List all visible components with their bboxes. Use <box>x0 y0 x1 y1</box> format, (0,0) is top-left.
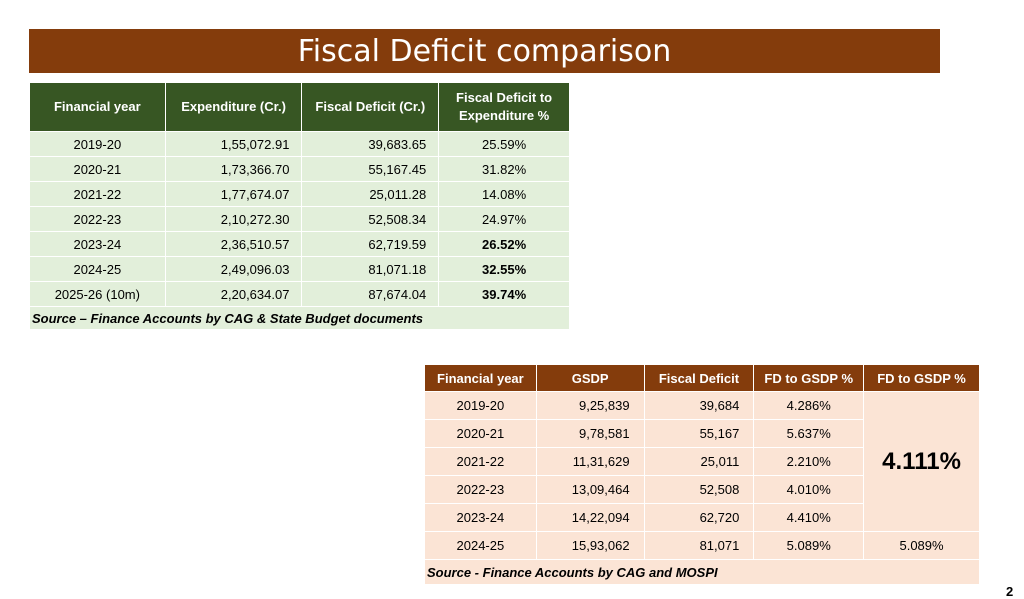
table2-average-fd-to-gsdp: 4.111% <box>863 391 980 532</box>
table2-header-gsdp: GSDP <box>535 364 645 392</box>
table-row: 2021-22 11,31,629 25,011 2.210% <box>424 447 980 476</box>
table2-cell-fd-to-gsdp-summary: 5.089% <box>863 531 980 560</box>
table2-cell-fd-to-gsdp: 5.089% <box>753 531 865 560</box>
table2-cell-gsdp: 11,31,629 <box>535 447 645 476</box>
table1-cell-expenditure: 1,55,072.91 <box>164 131 303 157</box>
table2-cell-fiscal-deficit: 39,684 <box>643 391 755 420</box>
table1-cell-fiscal-deficit: 25,011.28 <box>301 181 440 207</box>
fd-to-gsdp-table: Financial year GSDP Fiscal Deficit FD to… <box>424 364 980 585</box>
table1-cell-expenditure: 2,49,096.03 <box>164 256 303 282</box>
table1-cell-year: 2023-24 <box>29 231 166 257</box>
table2-cell-fd-to-gsdp: 5.637% <box>753 419 865 448</box>
table1-cell-fiscal-deficit: 87,674.04 <box>301 281 440 307</box>
table1-cell-expenditure: 1,73,366.70 <box>164 156 303 182</box>
table2-cell-gsdp: 13,09,464 <box>535 475 645 504</box>
table1-header-fiscal-deficit: Fiscal Deficit (Cr.) <box>301 82 440 132</box>
table1-cell-year: 2024-25 <box>29 256 166 282</box>
table-row: 2022-23 2,10,272.30 52,508.34 24.97% <box>29 206 570 232</box>
table1-cell-fiscal-deficit: 81,071.18 <box>301 256 440 282</box>
table2-cell-fiscal-deficit: 62,720 <box>643 503 755 532</box>
table-row: 2024-25 2,49,096.03 81,071.18 32.55% <box>29 256 570 282</box>
table2-cell-fd-to-gsdp: 4.010% <box>753 475 865 504</box>
table2-cell-fiscal-deficit: 52,508 <box>643 475 755 504</box>
table2-cell-gsdp: 9,78,581 <box>535 419 645 448</box>
table1-source-note: Source – Finance Accounts by CAG & State… <box>29 306 570 330</box>
table-row: 2021-22 1,77,674.07 25,011.28 14.08% <box>29 181 570 207</box>
table2-cell-gsdp: 14,22,094 <box>535 503 645 532</box>
table2-cell-year: 2020-21 <box>424 419 537 448</box>
table2-header-year: Financial year <box>424 364 537 392</box>
table1-cell-fd-to-exp: 32.55% <box>438 256 570 282</box>
table1-cell-fiscal-deficit: 62,719.59 <box>301 231 440 257</box>
table1-cell-fiscal-deficit: 39,683.65 <box>301 131 440 157</box>
table2-cell-year: 2021-22 <box>424 447 537 476</box>
table-row: 2023-24 2,36,510.57 62,719.59 26.52% <box>29 231 570 257</box>
slide-title-text: Fiscal Deficit comparison <box>297 33 672 69</box>
table2-cell-fd-to-gsdp: 4.410% <box>753 503 865 532</box>
table-row: 2023-24 14,22,094 62,720 4.410% <box>424 503 980 532</box>
table2-cell-fd-to-gsdp: 2.210% <box>753 447 865 476</box>
table1-source-row: Source – Finance Accounts by CAG & State… <box>29 306 570 330</box>
table2-cell-fiscal-deficit: 55,167 <box>643 419 755 448</box>
table2-cell-fd-to-gsdp: 4.286% <box>753 391 865 420</box>
table2-cell-gsdp: 9,25,839 <box>535 391 645 420</box>
table2-header-fd-to-gsdp: FD to GSDP % <box>753 364 865 392</box>
table1-cell-fd-to-exp: 39.74% <box>438 281 570 307</box>
table2-header-fiscal-deficit: Fiscal Deficit <box>643 364 755 392</box>
table1-header-row: Financial year Expenditure (Cr.) Fiscal … <box>29 82 570 132</box>
table2-cell-year: 2023-24 <box>424 503 537 532</box>
table-row: 2020-21 9,78,581 55,167 5.637% <box>424 419 980 448</box>
table1-cell-fd-to-exp: 24.97% <box>438 206 570 232</box>
table2-header-fd-to-gsdp-summary: FD to GSDP % <box>863 364 980 392</box>
table2-source-row: Source - Finance Accounts by CAG and MOS… <box>424 559 980 585</box>
table1-cell-expenditure: 2,20,634.07 <box>164 281 303 307</box>
table1-cell-fd-to-exp: 14.08% <box>438 181 570 207</box>
table1-cell-fiscal-deficit: 52,508.34 <box>301 206 440 232</box>
table2-cell-fiscal-deficit: 25,011 <box>643 447 755 476</box>
fiscal-deficit-expenditure-table: Financial year Expenditure (Cr.) Fiscal … <box>29 82 570 330</box>
table1-cell-fd-to-exp: 31.82% <box>438 156 570 182</box>
table1-cell-fd-to-exp: 26.52% <box>438 231 570 257</box>
table-row: 2019-20 9,25,839 39,684 4.286% 4.111% <box>424 391 980 532</box>
table1-cell-year: 2025-26 (10m) <box>29 281 166 307</box>
table-row: 2020-21 1,73,366.70 55,167.45 31.82% <box>29 156 570 182</box>
table2-header-row: Financial year GSDP Fiscal Deficit FD to… <box>424 364 980 392</box>
table2-cell-fiscal-deficit: 81,071 <box>643 531 755 560</box>
table1-cell-expenditure: 1,77,674.07 <box>164 181 303 207</box>
table1-cell-year: 2021-22 <box>29 181 166 207</box>
table2-cell-gsdp: 15,93,062 <box>535 531 645 560</box>
table1-cell-year: 2019-20 <box>29 131 166 157</box>
page-number: 2 <box>1006 584 1014 599</box>
table-row: 2019-20 1,55,072.91 39,683.65 25.59% <box>29 131 570 157</box>
table-row: 2022-23 13,09,464 52,508 4.010% <box>424 475 980 504</box>
table1-header-expenditure: Expenditure (Cr.) <box>164 82 303 132</box>
table-row: 2025-26 (10m) 2,20,634.07 87,674.04 39.7… <box>29 281 570 307</box>
table1-header-fd-to-exp: Fiscal Deficit to Expenditure % <box>438 82 570 132</box>
table1-cell-year: 2020-21 <box>29 156 166 182</box>
table1-cell-year: 2022-23 <box>29 206 166 232</box>
table1-cell-expenditure: 2,36,510.57 <box>164 231 303 257</box>
table2-cell-year: 2019-20 <box>424 391 537 420</box>
table2-source-note: Source - Finance Accounts by CAG and MOS… <box>424 559 980 585</box>
table2-cell-year: 2024-25 <box>424 531 537 560</box>
table1-cell-expenditure: 2,10,272.30 <box>164 206 303 232</box>
slide-title: Fiscal Deficit comparison <box>29 29 940 73</box>
table-row: 2024-25 15,93,062 81,071 5.089% 5.089% <box>424 531 980 560</box>
table1-cell-fd-to-exp: 25.59% <box>438 131 570 157</box>
table1-cell-fiscal-deficit: 55,167.45 <box>301 156 440 182</box>
table2-cell-year: 2022-23 <box>424 475 537 504</box>
table1-header-year: Financial year <box>29 82 166 132</box>
